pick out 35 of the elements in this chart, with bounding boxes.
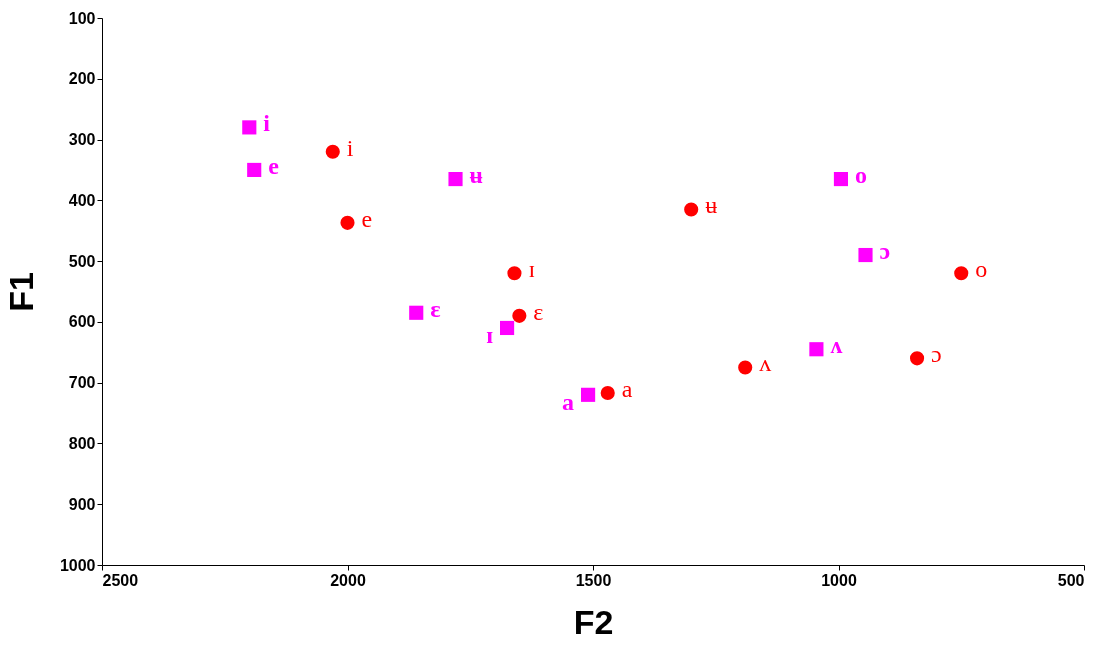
y-tick-label: 200 <box>68 70 96 88</box>
data-label: a <box>562 388 575 415</box>
data-label: ɛ <box>430 295 441 322</box>
data-label: ɪ <box>528 256 536 283</box>
data-label: e <box>268 152 280 179</box>
x-tick-label: 1000 <box>821 571 857 589</box>
data-label: ɛ <box>533 298 544 325</box>
y-tick-label: 400 <box>68 191 96 209</box>
data-label: o <box>975 256 988 283</box>
y-tick-label: 100 <box>68 9 96 27</box>
y-tick-label: 800 <box>68 434 96 452</box>
data-label: ɪ <box>486 321 494 348</box>
data-label: ʌ <box>830 332 843 359</box>
data-label: ɔ <box>931 341 942 368</box>
y-tick-label: 600 <box>68 313 96 331</box>
data-label: e <box>361 205 373 232</box>
y-tick-label: 700 <box>68 374 96 392</box>
data-label: a <box>621 376 633 402</box>
y-tick-label: 300 <box>68 131 96 149</box>
data-label: o <box>854 162 867 189</box>
x-tick-label: 500 <box>1057 571 1085 589</box>
y-tick-label: 900 <box>68 495 96 513</box>
data-label: ɔ <box>879 238 891 265</box>
x-axis-title: F2 <box>573 602 614 641</box>
data-label: i <box>263 110 271 137</box>
x-tick-label: 2000 <box>330 571 366 589</box>
y-tick-label: 1000 <box>59 556 96 574</box>
data-label: i <box>346 134 354 161</box>
y-axis-title: F1 <box>1 272 40 312</box>
data-label: ʉ <box>705 192 718 219</box>
y-tick-label: 500 <box>68 252 96 270</box>
x-tick-label: 2500 <box>102 571 139 589</box>
data-label: ʉ <box>469 162 483 189</box>
x-tick-label: 1500 <box>575 571 612 589</box>
data-label: ʌ <box>759 350 772 377</box>
